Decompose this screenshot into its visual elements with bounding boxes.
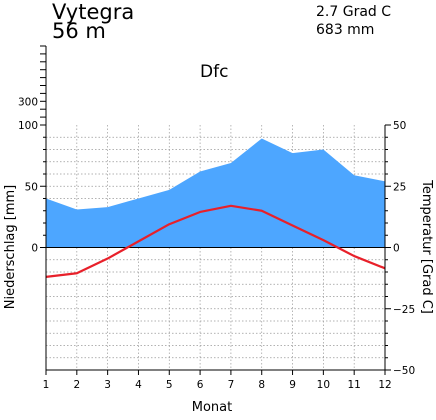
right-tick-label: 0 [393,243,400,255]
x-tick-label: 5 [166,379,173,391]
x-tick-label: 7 [228,379,235,391]
mean-temperature: 2.7 Grad C [316,4,391,20]
left-tick-label: 50 [25,181,38,193]
right-tick-label: 50 [393,120,406,132]
upper-tick-label: 300 [18,96,38,108]
temperature-line-layer [45,204,386,278]
x-tick-label: 12 [378,379,391,391]
x-tick-label: 6 [197,379,204,391]
annual-precipitation: 683 mm [316,22,374,38]
right-tick-label: −25 [393,304,415,316]
left-tick-label: 0 [31,243,38,255]
left-tick-label: 100 [18,120,38,132]
x-tick-label: 11 [347,379,360,391]
right-axis-title: Temperatur [Grad C] [419,179,434,314]
x-tick-label: 1 [43,379,50,391]
x-axis-title: Monat [192,400,232,415]
temperature-line [45,204,386,278]
right-tick-label: 25 [393,181,406,193]
precipitation-area [46,138,385,248]
x-tick-label: 8 [258,379,265,391]
x-tick-label: 3 [104,379,111,391]
left-axis-title: Niederschlag [mm] [3,185,18,310]
station-name: Vytegra [52,0,134,24]
x-tick-label: 9 [289,379,296,391]
station-elevation: 56 m [52,19,106,43]
precipitation-area-layer [46,138,385,248]
x-tick-label: 2 [73,379,80,391]
axes [40,45,391,375]
right-tick-label: −50 [393,365,415,377]
x-tick-label: 4 [135,379,142,391]
x-tick-label: 10 [317,379,330,391]
climate-class: Dfc [200,62,228,82]
